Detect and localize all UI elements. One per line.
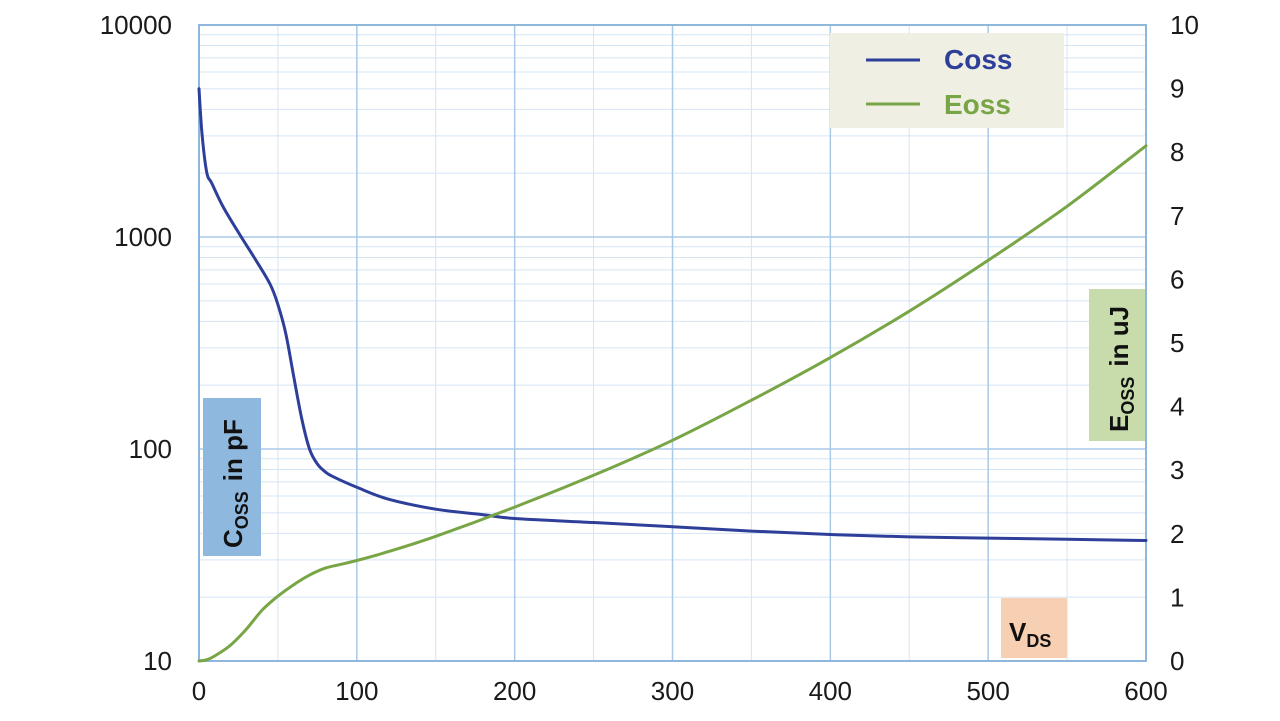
x-tick-label: 400: [809, 676, 852, 706]
y-left-label-text: COSSin pF: [218, 419, 252, 548]
y-left-axis-label: COSSin pF: [203, 398, 261, 556]
y-right-tick-label: 7: [1170, 201, 1184, 231]
x-tick-label: 600: [1124, 676, 1167, 706]
x-label-text: VDS: [1009, 617, 1051, 651]
y-right-label-background: [1089, 289, 1145, 441]
y-right-tick-label: 2: [1170, 519, 1184, 549]
y-left-label-background: [203, 398, 261, 556]
y-right-tick-label: 8: [1170, 137, 1184, 167]
y-left-tick-label: 10000: [100, 10, 172, 40]
y-left-tick-label: 10: [143, 646, 172, 676]
y-left-axis-ticks: 10 100 1000 10000: [100, 10, 172, 676]
x-tick-label: 100: [335, 676, 378, 706]
legend-background: [830, 33, 1064, 128]
series-line-eoss: [197, 144, 1148, 663]
x-label-background: [1001, 598, 1067, 658]
y-right-tick-label: 1: [1170, 582, 1184, 612]
y-right-axis-ticks: 0 1 2 3 4 5 6 7 8 9 10: [1170, 10, 1199, 676]
major-gridlines: [199, 25, 1146, 661]
legend-label-eoss: Eoss: [944, 89, 1011, 120]
y-right-tick-label: 4: [1170, 392, 1184, 422]
y-right-tick-label: 9: [1170, 74, 1184, 104]
y-left-tick-label: 100: [129, 434, 172, 464]
x-tick-label: 0: [192, 676, 206, 706]
x-tick-label: 300: [651, 676, 694, 706]
legend: Coss Eoss: [830, 33, 1064, 128]
y-right-axis-label: EOSSin uJ: [1089, 289, 1145, 441]
x-tick-label: 200: [493, 676, 536, 706]
y-right-tick-label: 3: [1170, 455, 1184, 485]
y-left-tick-label: 1000: [114, 222, 172, 252]
series-line-coss: [197, 87, 1148, 542]
plot-area-border: [198, 24, 1147, 662]
y-right-tick-label: 10: [1170, 10, 1199, 40]
x-axis-label: VDS: [1001, 598, 1067, 658]
y-right-tick-label: 0: [1170, 646, 1184, 676]
x-tick-label: 500: [966, 676, 1009, 706]
y-right-label-text: EOSSin uJ: [1104, 306, 1138, 432]
y-right-tick-label: 6: [1170, 264, 1184, 294]
series-layer: [197, 87, 1148, 663]
legend-label-coss: Coss: [944, 44, 1012, 75]
y-right-tick-label: 5: [1170, 328, 1184, 358]
x-axis-ticks: 0 100 200 300 400 500 600: [192, 676, 1168, 706]
